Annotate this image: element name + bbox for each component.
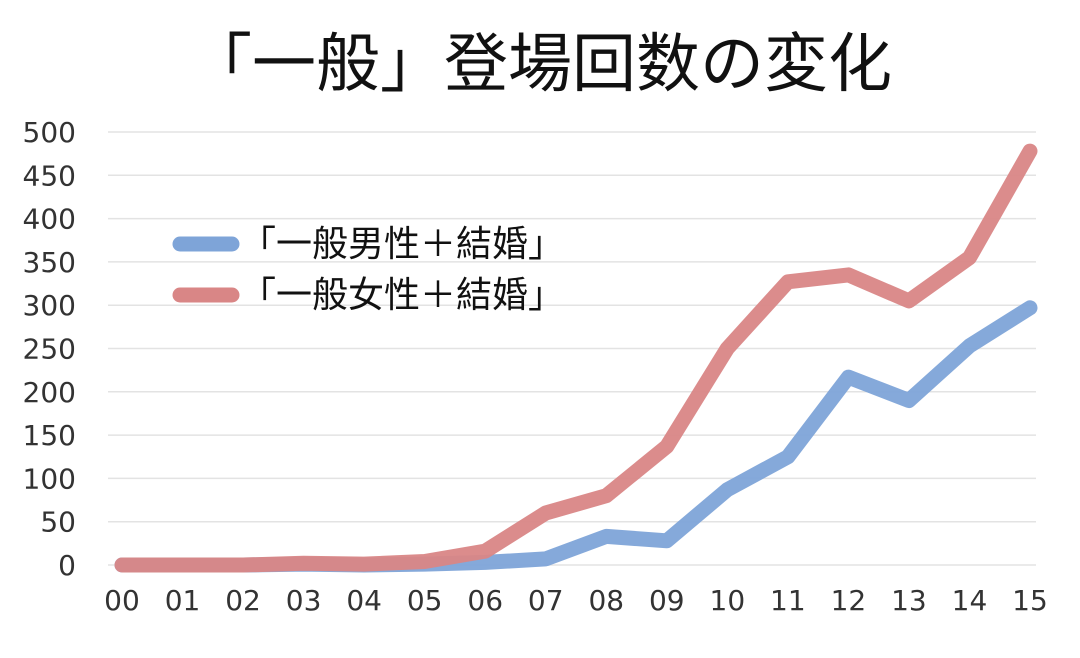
y-tick-label: 50 xyxy=(40,506,76,539)
x-tick-label: 05 xyxy=(407,584,443,617)
x-tick-label: 12 xyxy=(831,584,867,617)
x-tick-label: 15 xyxy=(1012,584,1048,617)
y-tick-label: 400 xyxy=(23,203,76,236)
series-line-2 xyxy=(114,143,1038,573)
legend-label-2: 「一般女性＋結婚」 xyxy=(240,275,564,316)
x-tick-label: 07 xyxy=(528,584,564,617)
x-tick-label: 14 xyxy=(952,584,988,617)
y-tick-label: 300 xyxy=(23,289,76,322)
legend: 「一般男性＋結婚」「一般女性＋結婚」 xyxy=(172,224,564,316)
grid xyxy=(108,131,1036,566)
x-tick-label: 01 xyxy=(165,584,201,617)
y-tick-label: 100 xyxy=(23,462,76,495)
x-tick-label: 06 xyxy=(467,584,503,617)
y-tick-label: 350 xyxy=(23,246,76,279)
x-axis-ticks: 00 01 02 03 04 05 06 07 08 09 10 11 12 13 14 15 xyxy=(104,584,1048,617)
x-tick-label: 08 xyxy=(588,584,624,617)
y-tick-label: 500 xyxy=(23,116,76,149)
y-tick-label: 250 xyxy=(23,333,76,366)
x-tick-label: 04 xyxy=(346,584,382,617)
x-tick-label: 03 xyxy=(286,584,322,617)
y-axis-ticks: 0 50 100 150 200 250 300 350 400 450 500 xyxy=(23,116,76,582)
y-tick-label: 150 xyxy=(23,419,76,452)
series-line-1 xyxy=(114,300,1038,573)
x-tick-label: 11 xyxy=(770,584,806,617)
x-tick-label: 10 xyxy=(710,584,746,617)
x-tick-label: 00 xyxy=(104,584,140,617)
x-tick-label: 02 xyxy=(225,584,261,617)
y-tick-label: 200 xyxy=(23,376,76,409)
x-tick-label: 13 xyxy=(891,584,927,617)
series-lines xyxy=(114,143,1038,573)
legend-label-1: 「一般男性＋結婚」 xyxy=(240,224,564,265)
y-tick-label: 450 xyxy=(23,159,76,192)
y-tick-label: 0 xyxy=(58,549,76,582)
chart-title: 「一般」登場回数の変化 xyxy=(188,28,892,102)
x-tick-label: 09 xyxy=(649,584,685,617)
